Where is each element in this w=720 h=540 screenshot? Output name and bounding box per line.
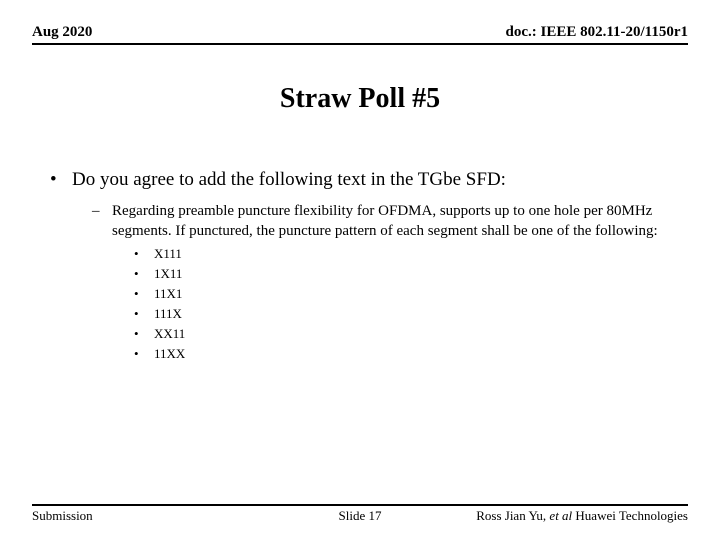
pattern-item: • 11XX bbox=[134, 346, 688, 362]
question-text: Do you agree to add the following text i… bbox=[72, 169, 506, 191]
bullet-marker-l3: • bbox=[134, 266, 154, 282]
bullet-marker-l3: • bbox=[134, 326, 154, 342]
footer-left: Submission bbox=[32, 508, 93, 524]
pattern-item: • 1X11 bbox=[134, 266, 688, 282]
slide-page: Aug 2020 doc.: IEEE 802.11-20/1150r1 Str… bbox=[0, 0, 720, 540]
bullet-marker-l3: • bbox=[134, 246, 154, 262]
bullet-marker-l1: • bbox=[50, 169, 72, 191]
bullet-marker-l2: – bbox=[92, 201, 112, 242]
footer-right-prefix: Ross Jian Yu, bbox=[476, 508, 549, 523]
pattern-text: 111X bbox=[154, 306, 182, 322]
pattern-text: 11X1 bbox=[154, 286, 182, 302]
bullet-detail: – Regarding preamble puncture flexibilit… bbox=[92, 201, 688, 242]
pattern-item: • XX11 bbox=[134, 326, 688, 342]
pattern-item: • 111X bbox=[134, 306, 688, 322]
header: Aug 2020 doc.: IEEE 802.11-20/1150r1 bbox=[32, 24, 688, 45]
pattern-item: • X111 bbox=[134, 246, 688, 262]
pattern-text: XX11 bbox=[154, 326, 185, 342]
bullet-marker-l3: • bbox=[134, 286, 154, 302]
footer-right-suffix: Huawei Technologies bbox=[572, 508, 688, 523]
bullet-marker-l3: • bbox=[134, 306, 154, 322]
footer: Submission Slide 17 Ross Jian Yu, et al … bbox=[32, 504, 688, 524]
footer-right: Ross Jian Yu, et al Huawei Technologies bbox=[476, 508, 688, 524]
header-date: Aug 2020 bbox=[32, 24, 92, 41]
detail-text: Regarding preamble puncture flexibility … bbox=[112, 201, 688, 242]
header-doc-ref: doc.: IEEE 802.11-20/1150r1 bbox=[505, 24, 688, 41]
pattern-text: X111 bbox=[154, 246, 182, 262]
slide-body: • Do you agree to add the following text… bbox=[32, 169, 688, 362]
footer-right-italic: et al bbox=[549, 508, 572, 523]
bullet-question: • Do you agree to add the following text… bbox=[50, 169, 688, 191]
slide-title: Straw Poll #5 bbox=[32, 83, 688, 115]
pattern-item: • 11X1 bbox=[134, 286, 688, 302]
pattern-text: 1X11 bbox=[154, 266, 182, 282]
bullet-marker-l3: • bbox=[134, 346, 154, 362]
pattern-text: 11XX bbox=[154, 346, 185, 362]
